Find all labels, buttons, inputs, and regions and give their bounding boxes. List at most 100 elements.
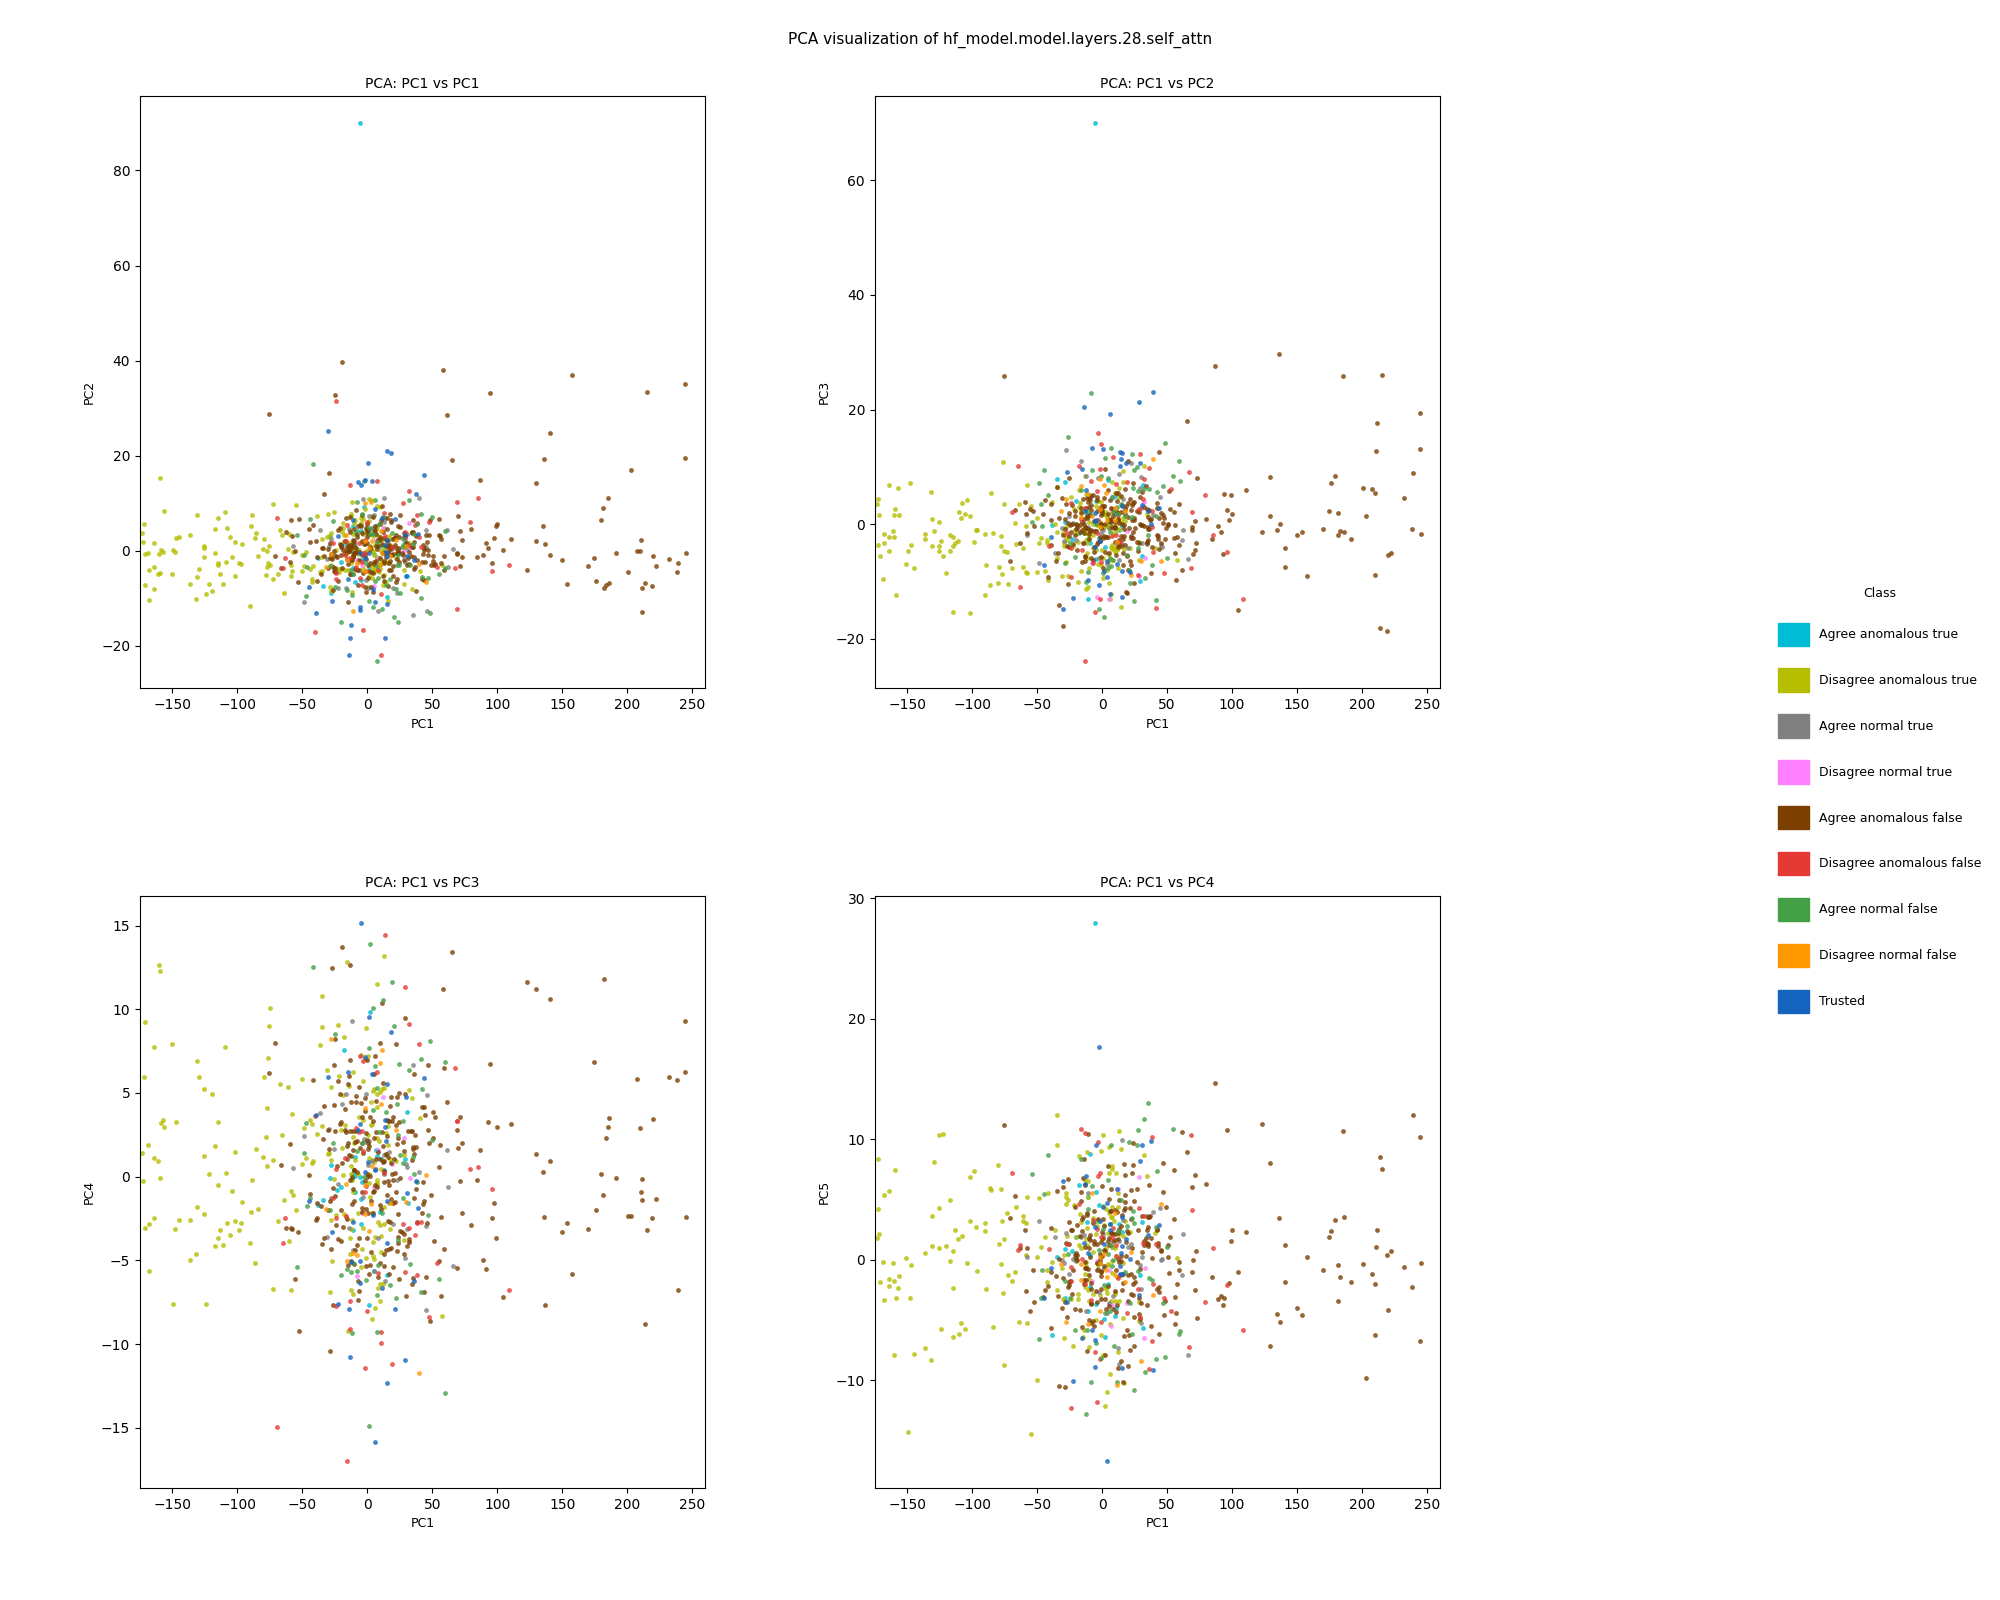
Point	[1088, 517, 1120, 542]
Point	[330, 574, 362, 600]
Point	[376, 1107, 408, 1133]
Point	[1130, 1230, 1162, 1256]
Point	[1092, 477, 1124, 502]
Point	[550, 571, 582, 597]
Point	[350, 1085, 382, 1110]
Point	[1068, 530, 1100, 555]
Point	[982, 555, 1014, 581]
Point	[1068, 1165, 1100, 1190]
Point	[388, 1142, 420, 1168]
Point	[534, 421, 566, 446]
Point	[364, 552, 396, 578]
Point	[1246, 1112, 1278, 1138]
Point	[1096, 485, 1128, 510]
Point	[1152, 1232, 1184, 1258]
Point	[1176, 1197, 1208, 1222]
Point	[348, 542, 380, 568]
Point	[1074, 1242, 1106, 1267]
Point	[402, 1210, 434, 1235]
Point	[1050, 1237, 1082, 1262]
Point	[418, 544, 450, 570]
Point	[332, 1059, 364, 1085]
Point	[1070, 1402, 1102, 1427]
Point	[1054, 536, 1086, 562]
Point	[1060, 1240, 1092, 1266]
Point	[328, 528, 360, 554]
Point	[428, 542, 460, 568]
Point	[1228, 1317, 1260, 1342]
Point	[1100, 1293, 1132, 1318]
Point	[1176, 1174, 1208, 1200]
Point	[1088, 1256, 1120, 1282]
Point	[334, 557, 366, 582]
Point	[202, 1109, 234, 1134]
Point	[1214, 507, 1246, 533]
Point	[1072, 485, 1104, 510]
Point	[408, 1066, 440, 1091]
Point	[344, 110, 376, 136]
Point	[352, 1200, 384, 1226]
Point	[336, 502, 368, 528]
Point	[262, 1414, 294, 1440]
Point	[1098, 514, 1130, 539]
Point	[390, 549, 422, 574]
Point	[600, 541, 632, 566]
Point	[314, 579, 346, 605]
Point	[1046, 563, 1078, 589]
Point	[1076, 550, 1108, 576]
Point	[1210, 498, 1242, 523]
Point	[1098, 515, 1130, 541]
Point	[1066, 1224, 1098, 1250]
Point	[372, 557, 404, 582]
Point	[1088, 1194, 1120, 1219]
Point	[996, 1269, 1028, 1294]
Point	[1142, 1275, 1174, 1301]
Point	[428, 518, 460, 544]
Point	[988, 1112, 1020, 1138]
Point	[1036, 490, 1068, 515]
Point	[1088, 565, 1120, 590]
Point	[1404, 437, 1436, 462]
Point	[414, 507, 446, 533]
Point	[328, 1162, 360, 1187]
Point	[1082, 1256, 1114, 1282]
Point	[348, 1184, 380, 1210]
Point	[252, 1045, 284, 1070]
Point	[1032, 1269, 1064, 1294]
Point	[1080, 584, 1112, 610]
Point	[1072, 522, 1104, 547]
Point	[366, 1195, 398, 1221]
Point	[1070, 1253, 1102, 1278]
Point	[1092, 571, 1124, 597]
Point	[126, 530, 158, 555]
Point	[1092, 1160, 1124, 1186]
Point	[1094, 1198, 1126, 1224]
Point	[1128, 1325, 1160, 1350]
Point	[1062, 515, 1094, 541]
Point	[1082, 1163, 1114, 1189]
Point	[1082, 1280, 1114, 1306]
Point	[336, 1190, 368, 1216]
Point	[1082, 1206, 1114, 1232]
Point	[388, 571, 420, 597]
Point	[314, 1206, 346, 1232]
Point	[394, 510, 426, 536]
Point	[398, 530, 430, 555]
Point	[1120, 515, 1152, 541]
Point	[468, 542, 500, 568]
Point	[368, 1240, 400, 1266]
Point	[368, 506, 400, 531]
Point	[1360, 410, 1392, 435]
Point	[248, 526, 280, 552]
Point	[362, 1125, 394, 1150]
Point	[350, 491, 382, 517]
Point	[400, 482, 432, 507]
Point	[1360, 1216, 1392, 1242]
Point	[354, 1163, 386, 1189]
Point	[362, 565, 394, 590]
Point	[354, 534, 386, 560]
Point	[344, 1278, 376, 1304]
Point	[398, 531, 430, 557]
Point	[1122, 1309, 1154, 1334]
Point	[332, 557, 364, 582]
